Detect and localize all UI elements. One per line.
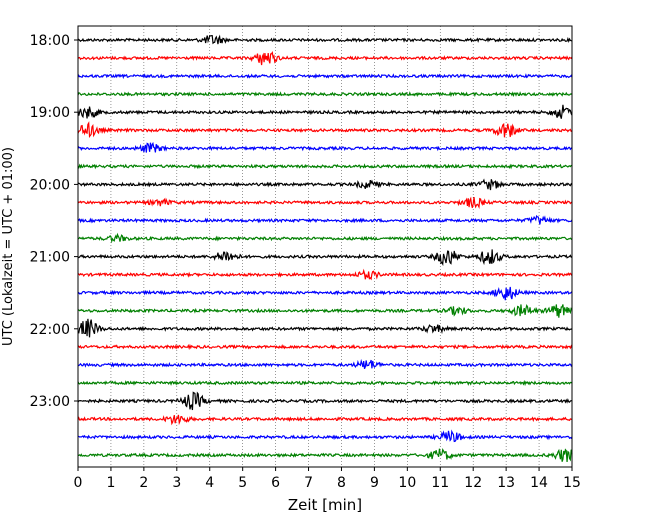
seismic-trace (77, 34, 573, 45)
x-tick-label: 10 (398, 475, 416, 491)
seismic-trace (77, 232, 573, 244)
seismic-trace (77, 379, 573, 387)
seismic-trace (77, 178, 573, 191)
x-axis: 0 1 2 3 4 5 6 7 8 9 10 11 12 13 14 15 (74, 467, 581, 491)
y-tick-label: 21:00 (30, 250, 70, 266)
seismic-trace (77, 214, 573, 225)
seismic-trace (77, 358, 573, 370)
x-tick-label: 2 (139, 475, 148, 491)
x-tick-label: 1 (106, 475, 115, 491)
seismic-trace (77, 447, 573, 462)
x-tick-label: 3 (172, 475, 181, 491)
seismic-trace (77, 91, 573, 98)
seismic-trace (77, 196, 573, 209)
seismic-trace (77, 391, 573, 411)
seismic-trace (77, 414, 573, 426)
seismic-trace (77, 268, 573, 281)
y-axis-label: UTC (Lokalzeit = UTC + 01:00) (1, 147, 16, 346)
x-tick-label: 9 (370, 475, 379, 491)
x-tick-label: 13 (497, 475, 515, 491)
seismic-trace (77, 286, 573, 301)
seismic-trace (77, 163, 573, 170)
x-tick-label: 6 (271, 475, 280, 491)
seismic-trace (77, 318, 573, 338)
x-tick-label: 4 (205, 475, 214, 491)
seismic-trace (77, 141, 573, 153)
trace-group (77, 34, 573, 462)
seismic-trace (77, 304, 573, 318)
x-tick-label: 14 (530, 475, 548, 491)
y-axis: 18:00 19:00 20:00 21:00 22:00 23:00 (30, 33, 78, 410)
x-tick-label: 0 (74, 475, 83, 491)
x-tick-label: 7 (304, 475, 313, 491)
seismic-trace (77, 51, 573, 66)
x-tick-label: 11 (431, 475, 449, 491)
plot-frame (77, 25, 573, 468)
seismic-trace (77, 429, 573, 443)
seismic-trace (77, 104, 573, 119)
x-axis-label: Zeit [min] (288, 496, 362, 514)
y-tick-label: 19:00 (30, 105, 70, 121)
x-tick-label: 8 (337, 475, 346, 491)
y-tick-label: 23:00 (30, 394, 70, 410)
y-tick-label: 22:00 (30, 322, 70, 338)
y-tick-label: 20:00 (30, 177, 70, 193)
x-tick-label: 5 (238, 475, 247, 491)
seismic-trace (77, 249, 573, 267)
x-tick-label: 12 (464, 475, 482, 491)
seismic-trace (77, 73, 573, 80)
x-tick-label: 15 (563, 475, 581, 491)
seismic-trace (77, 343, 573, 351)
y-tick-label: 18:00 (30, 33, 70, 49)
seismic-trace (77, 121, 573, 139)
